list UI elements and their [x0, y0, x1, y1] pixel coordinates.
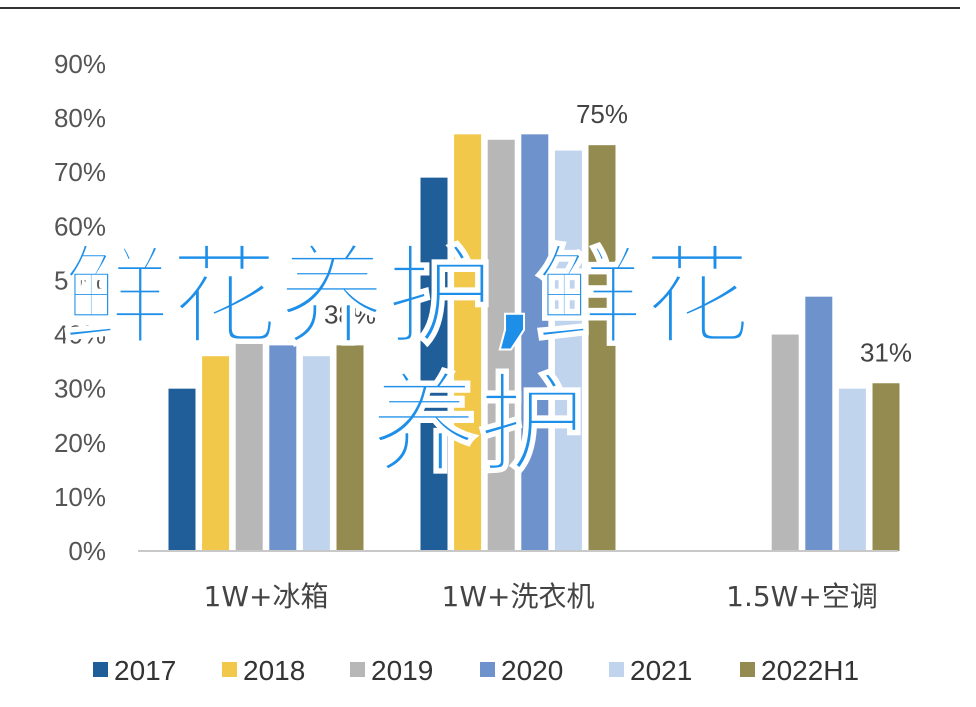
- bar-2019-1: [487, 139, 515, 551]
- y-tick-label: 70%: [54, 157, 106, 187]
- y-tick-label: 50%: [54, 265, 106, 295]
- bar-2021-2: [838, 388, 866, 551]
- legend-label-2018: 2018: [243, 655, 305, 686]
- legend-swatch-2017: [93, 662, 108, 677]
- bar-2020-2: [805, 296, 833, 551]
- bar-2018-0: [202, 356, 230, 551]
- x-tick-label: 1W+洗衣机: [442, 580, 595, 613]
- y-tick-label: 80%: [54, 103, 106, 133]
- bar-2021-0: [302, 356, 330, 551]
- legend-label-2017: 2017: [114, 655, 176, 686]
- bar-2019-0: [235, 334, 263, 551]
- x-tick-label: 1W+冰箱: [204, 580, 329, 613]
- bar-2020-1: [521, 134, 549, 551]
- bar-2017-0: [168, 388, 196, 551]
- y-axis-ticks: 0% 10% 20% 30% 40% 50% 60% 70% 80% 90%: [54, 49, 106, 566]
- x-axis-ticks: 1W+冰箱 1W+洗衣机 1.5W+空调: [204, 580, 878, 613]
- legend: 2017 2018 2019 2020 2021 2022H1: [93, 655, 859, 686]
- legend-label-2022H1: 2022H1: [761, 655, 859, 686]
- bar-2019-2: [771, 334, 799, 551]
- data-labels: 38% 75% 31%: [324, 99, 912, 367]
- legend-swatch-2022H1: [740, 662, 755, 677]
- bar-2022H1-2: [872, 383, 900, 551]
- y-tick-label: 20%: [54, 428, 106, 458]
- data-label: 31%: [860, 337, 912, 367]
- legend-swatch-2018: [222, 662, 237, 677]
- legend-swatch-2019: [350, 662, 365, 677]
- bar-2020-0: [269, 345, 297, 551]
- y-tick-label: 30%: [54, 374, 106, 404]
- y-tick-label: 10%: [54, 482, 106, 512]
- data-label: 38%: [324, 299, 376, 329]
- legend-label-2020: 2020: [501, 655, 563, 686]
- bar-2022H1-1: [588, 145, 616, 551]
- data-label: 75%: [576, 99, 628, 129]
- bars: [168, 134, 900, 552]
- y-tick-label: 60%: [54, 211, 106, 241]
- y-tick-label: 40%: [54, 320, 106, 350]
- bar-2021-1: [554, 150, 582, 552]
- x-tick-label: 1.5W+空调: [726, 580, 878, 613]
- bar-2018-1: [454, 134, 482, 551]
- legend-label-2021: 2021: [630, 655, 692, 686]
- bar-2017-1: [420, 177, 448, 551]
- watermark-line-1: 鲜花养护,鲜花: [61, 235, 752, 360]
- y-tick-label: 0%: [68, 536, 106, 566]
- top-rule: [0, 7, 960, 9]
- legend-swatch-2021: [609, 662, 624, 677]
- watermark-line-2: 养护: [369, 363, 587, 488]
- y-tick-label: 90%: [54, 49, 106, 79]
- bar-2022H1-0: [336, 345, 364, 551]
- legend-label-2019: 2019: [371, 655, 433, 686]
- legend-swatch-2020: [480, 662, 495, 677]
